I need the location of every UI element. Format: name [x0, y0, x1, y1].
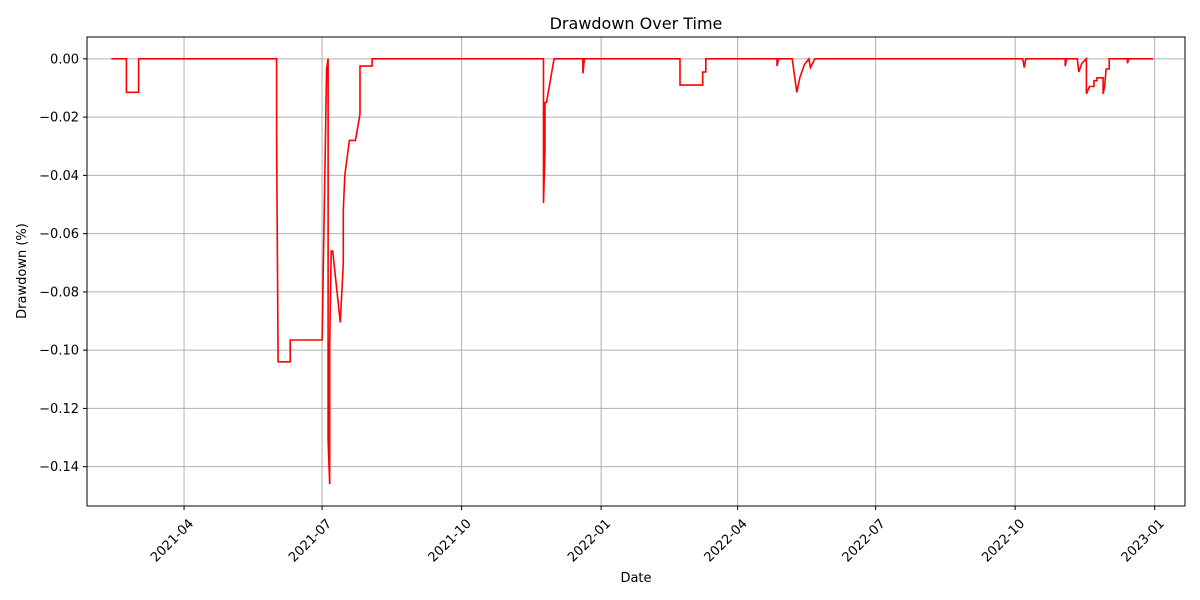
y-tick-label: 0.00: [50, 52, 79, 67]
y-tick-label: −0.12: [39, 402, 79, 417]
y-tick-label: −0.14: [39, 460, 79, 475]
axis-ticks: 2021-04 2021-07 2021-10 2022-01 2022-04 2022-…: [39, 52, 1168, 565]
x-tick-label: 2021-07: [286, 516, 335, 565]
x-axis-label: Date: [620, 571, 651, 586]
y-tick-label: −0.10: [39, 344, 79, 359]
y-tick-label: −0.08: [39, 285, 79, 300]
chart-title: Drawdown Over Time: [550, 14, 723, 33]
series-layer: [111, 56, 1154, 485]
x-tick-label: 2021-10: [426, 516, 475, 565]
x-tick-label: 2022-07: [840, 516, 889, 565]
y-axis-label: Drawdown (%): [15, 223, 30, 319]
x-tick-label: 2023-01: [1119, 516, 1168, 565]
grid-lines: [87, 37, 1185, 506]
x-tick-label: 2021-04: [148, 516, 197, 565]
y-tick-label: −0.06: [39, 227, 79, 242]
x-tick-label: 2022-10: [979, 516, 1028, 565]
y-tick-label: −0.02: [39, 111, 79, 126]
x-tick-label: 2022-04: [702, 516, 751, 565]
drawdown-series-line: [111, 56, 1154, 485]
y-tick-label: −0.04: [39, 169, 79, 184]
plot-frame: [86, 36, 1186, 507]
x-tick-label: 2022-01: [565, 516, 614, 565]
